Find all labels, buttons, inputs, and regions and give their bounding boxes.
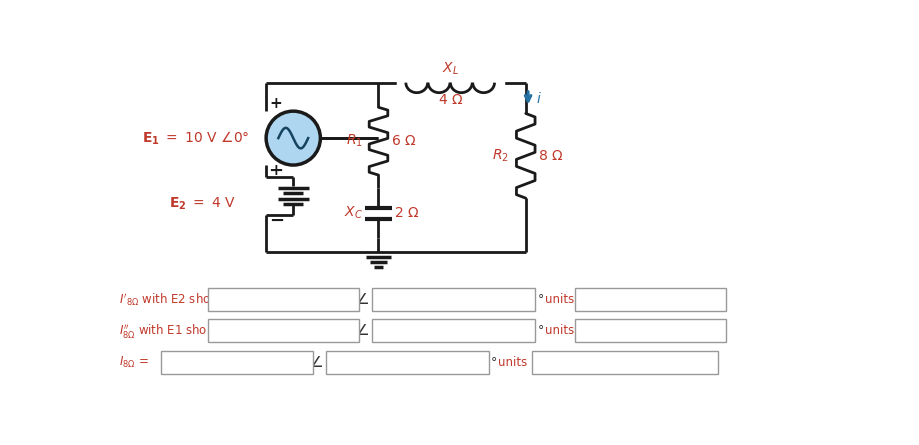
Text: units: units (497, 356, 527, 369)
Text: °: ° (537, 293, 543, 306)
Text: 8 $\Omega$: 8 $\Omega$ (538, 149, 563, 163)
FancyBboxPatch shape (208, 288, 358, 312)
Text: ∠: ∠ (356, 323, 369, 338)
Text: 4 $\Omega$: 4 $\Omega$ (437, 93, 462, 107)
FancyBboxPatch shape (208, 319, 358, 342)
Text: $X_C$: $X_C$ (344, 205, 363, 221)
Text: 2 $\Omega$: 2 $\Omega$ (393, 206, 419, 220)
Text: $\mathbf{E_1}$ $=$ 10 V $\angle$0°: $\mathbf{E_1}$ $=$ 10 V $\angle$0° (142, 129, 249, 147)
Text: 6 $\Omega$: 6 $\Omega$ (391, 134, 415, 148)
Text: −: − (267, 162, 283, 180)
FancyBboxPatch shape (325, 352, 488, 375)
FancyBboxPatch shape (372, 288, 535, 312)
Text: units: units (545, 324, 573, 337)
Text: −: − (268, 212, 283, 230)
Text: $I'_{8\Omega}$ with E2 shorted =: $I'_{8\Omega}$ with E2 shorted = (119, 291, 248, 308)
Text: $X_L$: $X_L$ (441, 61, 459, 77)
Text: °: ° (491, 356, 496, 369)
FancyBboxPatch shape (531, 352, 717, 375)
Text: ∠: ∠ (310, 356, 323, 370)
Text: $R_2$: $R_2$ (492, 148, 508, 164)
Text: units: units (545, 293, 573, 306)
FancyBboxPatch shape (574, 288, 725, 312)
FancyBboxPatch shape (162, 352, 312, 375)
Text: +: + (269, 163, 282, 178)
Text: $\mathbf{E_2}$ $=$ 4 V: $\mathbf{E_2}$ $=$ 4 V (169, 195, 236, 212)
Text: ∠: ∠ (356, 292, 369, 307)
Text: $R_1$: $R_1$ (346, 133, 363, 150)
Text: +: + (268, 96, 281, 111)
Text: $I^{\prime\prime}_{8\Omega}$ with E1 shorted =: $I^{\prime\prime}_{8\Omega}$ with E1 sho… (119, 322, 244, 340)
Circle shape (266, 111, 320, 165)
Text: °: ° (537, 324, 543, 337)
Text: $I_{8\Omega}$ =: $I_{8\Omega}$ = (119, 356, 148, 371)
FancyBboxPatch shape (574, 319, 725, 342)
Text: $i$: $i$ (535, 91, 541, 105)
FancyBboxPatch shape (372, 319, 535, 342)
